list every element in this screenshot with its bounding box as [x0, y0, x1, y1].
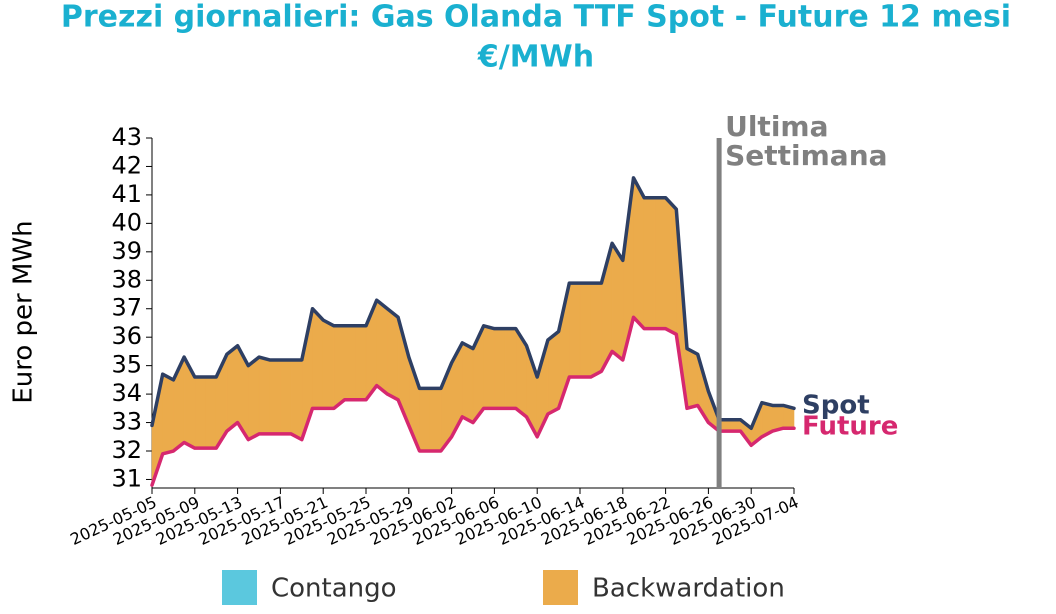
legend-label: Contango: [271, 574, 397, 604]
y-tick-label: 41: [111, 180, 142, 208]
spread-fill: [333, 325, 345, 409]
y-tick-label: 31: [111, 464, 142, 492]
legend-label: Backwardation: [592, 574, 785, 604]
y-tick-label: 37: [111, 294, 142, 322]
annotation-text: Ultima: [725, 110, 828, 143]
spread-fill: [205, 376, 217, 449]
spread-fill: [355, 325, 367, 401]
spread-fill: [269, 359, 281, 435]
y-tick-label: 42: [111, 151, 142, 179]
spread-fill: [322, 319, 335, 409]
chart-subtitle: €/MWh: [477, 40, 594, 75]
spread-fill: [226, 345, 238, 432]
spread-fill: [665, 196, 677, 335]
annotation-text: Settimana: [725, 139, 887, 172]
spread-fill: [590, 282, 602, 378]
y-tick-label: 43: [111, 123, 142, 151]
spread-fill: [686, 348, 698, 409]
spread-fill: [547, 330, 559, 415]
spread-fill: [344, 325, 356, 401]
spread-fill: [387, 308, 399, 401]
chart-title: Prezzi giornalieri: Gas Olanda TTF Spot …: [61, 0, 1011, 35]
y-tick-label: 38: [111, 265, 142, 293]
y-tick-label: 36: [111, 322, 142, 350]
spread-fill: [429, 388, 442, 452]
series-end-label: Spot: [802, 391, 870, 421]
y-tick-label: 33: [111, 408, 142, 436]
spread-fill: [579, 282, 591, 378]
y-tick-label: 39: [111, 237, 142, 265]
series-line: [150, 176, 796, 430]
y-tick-label: 32: [111, 436, 142, 464]
y-tick-label: 40: [111, 208, 142, 236]
spread-fill: [376, 299, 388, 395]
spread-fill: [162, 373, 174, 455]
y-axis-label: Euro per MWh: [9, 220, 39, 403]
spread-fill: [483, 325, 495, 409]
spread-fill: [280, 359, 292, 435]
series-end-label: Future: [802, 412, 898, 442]
y-tick-label: 35: [111, 351, 142, 379]
legend-swatch: [543, 570, 578, 605]
y-tick-label: 34: [111, 379, 142, 407]
spread-fill: [312, 307, 324, 409]
spread-fill: [633, 177, 645, 330]
spread-fill: [462, 342, 474, 424]
spread-fill: [248, 356, 260, 441]
legend-swatch: [222, 570, 257, 605]
spread-fill: [494, 328, 506, 409]
spread-fill: [654, 197, 666, 329]
spread-fill: [194, 376, 206, 449]
spread-fill: [290, 359, 303, 441]
spread-fill: [643, 197, 656, 329]
spread-fill: [258, 356, 270, 435]
series-line: [150, 315, 796, 487]
spread-fill: [419, 388, 431, 452]
spread-fill: [569, 282, 581, 378]
spread-fill: [504, 328, 517, 409]
